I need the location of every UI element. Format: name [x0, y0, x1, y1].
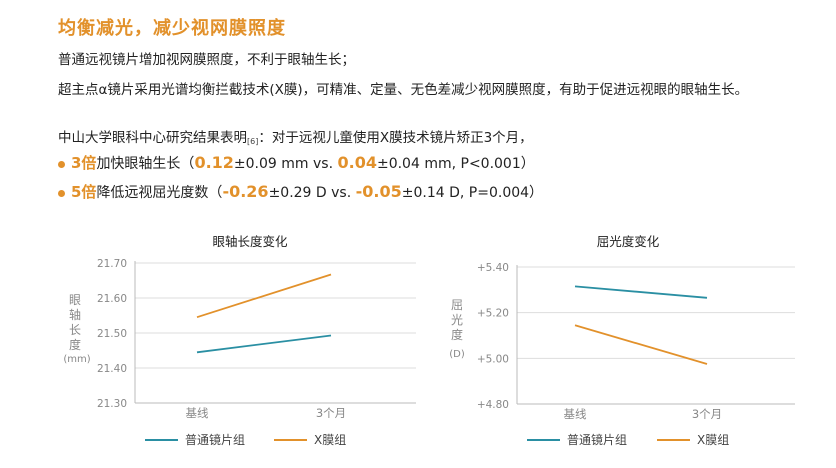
right-x-tick-label: 3个月: [692, 407, 722, 421]
left-y-tick-label: 21.30: [97, 398, 127, 410]
right-y-tick-label: +5.20: [477, 308, 509, 320]
study-reference: [6]: [247, 137, 259, 146]
left-x-tick-label: 3个月: [316, 406, 346, 420]
right-series-line-ordinary: [574, 285, 708, 299]
left-y-tick-label: 21.50: [97, 328, 127, 340]
study-prefix: 中山大学眼科中心研究结果表明: [58, 130, 247, 146]
left-series-line-ordinary: [196, 334, 332, 354]
bullet-text: 降低远视屈光度数（: [96, 185, 223, 201]
bullet-text: ±0.09 mm vs.: [233, 156, 338, 172]
left-x-tick-label: 基线: [186, 406, 209, 420]
left-y-tick-label: 21.60: [97, 293, 127, 305]
bullet-value: -0.05: [355, 182, 402, 201]
left-y-axis-label-char: 长: [69, 323, 81, 337]
study-intro: 中山大学眼科中心研究结果表明[6]：对于远视儿童使用X膜技术镜片矫正3个月，: [58, 126, 533, 146]
left-legend-label: X膜组: [314, 433, 346, 447]
left-y-axis-label-char: 眼: [69, 293, 81, 307]
bullet-text: ±0.04 mm, P<0.001）: [376, 156, 535, 172]
left-legend-label: 普通镜片组: [185, 432, 245, 447]
bullet-lead: 3倍: [71, 154, 97, 172]
left-y-axis-label-char: 度: [69, 337, 81, 352]
headline: 均衡减光，减少视网膜照度: [58, 18, 286, 39]
bullet-lead: 5倍: [71, 183, 97, 201]
paragraph-x-film-tech: 超主点α镜片采用光谱均衡拦截技术(X膜)，可精准、定量、无色差减少视网膜照度，有…: [58, 82, 749, 98]
bullet-axial-growth: 3倍加快眼轴生长（0.12±0.09 mm vs. 0.04±0.04 mm, …: [58, 152, 535, 173]
left-series-line-xfilm: [196, 273, 332, 319]
right-y-axis-label-char: 屈: [451, 298, 463, 312]
right-chart-title: 屈光度变化: [597, 234, 660, 249]
study-suffix: ：对于远视儿童使用X膜技术镜片矫正3个月，: [258, 130, 533, 146]
right-x-tick-label: 基线: [564, 407, 587, 421]
right-series-line-xfilm: [574, 324, 708, 365]
paragraph-ordinary-lens: 普通远视镜片增加视网膜照度，不利于眼轴生长；: [58, 52, 355, 68]
bullet-dot-icon: [58, 189, 65, 197]
right-y-tick-label: +5.00: [477, 353, 509, 365]
left-y-tick-label: 21.40: [97, 363, 127, 375]
right-y-tick-label: +5.40: [477, 262, 509, 274]
left-y-axis-unit: (mm): [63, 354, 90, 365]
right-legend-label: 普通镜片组: [567, 432, 627, 447]
bullet-value: -0.26: [222, 182, 269, 201]
right-legend-label: X膜组: [697, 433, 729, 447]
bullet-text: 加快眼轴生长（: [96, 156, 195, 172]
right-y-axis-label-char: 度: [451, 327, 463, 342]
bullet-refraction: 5倍降低远视屈光度数（-0.26±0.29 D vs. -0.05±0.14 D…: [58, 181, 543, 202]
bullet-dot-icon: [58, 160, 65, 168]
left-y-tick-label: 21.70: [97, 258, 127, 270]
bullet-value: 0.04: [337, 153, 377, 172]
right-y-tick-label: +4.80: [477, 399, 509, 411]
bullet-value: 0.12: [194, 153, 234, 172]
left-chart-title: 眼轴长度变化: [212, 234, 288, 249]
bullet-text: ±0.29 D vs.: [268, 185, 356, 201]
right-y-axis-label-char: 光: [451, 313, 463, 327]
right-y-axis-unit: (D): [449, 349, 465, 360]
left-y-axis-label-char: 轴: [69, 307, 81, 322]
bullet-text: ±0.14 D, P=0.004）: [401, 185, 544, 201]
